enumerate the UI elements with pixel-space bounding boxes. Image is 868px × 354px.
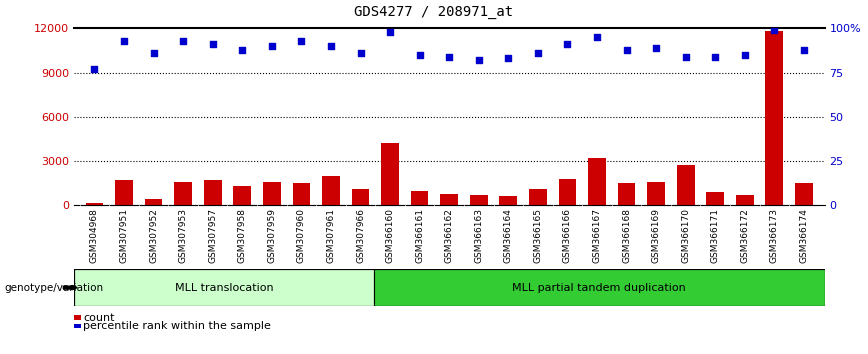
Bar [648, 182, 665, 205]
Text: GSM366169: GSM366169 [652, 208, 661, 263]
Text: GSM307952: GSM307952 [149, 208, 158, 263]
Bar [374, 269, 825, 306]
Text: GSM366161: GSM366161 [415, 208, 424, 263]
Bar [677, 166, 694, 205]
Bar [204, 180, 221, 205]
Text: GSM307953: GSM307953 [179, 208, 187, 263]
Bar [795, 183, 812, 205]
Point [176, 38, 190, 44]
Text: GSM366174: GSM366174 [799, 208, 808, 263]
Point [147, 50, 161, 56]
Point [767, 27, 781, 33]
Text: GSM366165: GSM366165 [533, 208, 542, 263]
Text: GSM307966: GSM307966 [356, 208, 365, 263]
Text: genotype/variation: genotype/variation [4, 282, 103, 293]
Bar [174, 182, 192, 205]
Bar [707, 192, 724, 205]
Bar [470, 195, 488, 205]
Bar [618, 183, 635, 205]
Point [353, 50, 367, 56]
Text: MLL translocation: MLL translocation [174, 282, 273, 293]
Point [117, 38, 131, 44]
Text: MLL partial tandem duplication: MLL partial tandem duplication [512, 282, 687, 293]
Text: GSM307959: GSM307959 [267, 208, 276, 263]
Point [324, 43, 338, 49]
Text: count: count [83, 313, 115, 322]
Text: GSM366166: GSM366166 [563, 208, 572, 263]
Text: GSM366163: GSM366163 [474, 208, 483, 263]
Bar [322, 176, 339, 205]
Point [620, 47, 634, 52]
Point [472, 57, 486, 63]
Text: GSM366172: GSM366172 [740, 208, 749, 263]
Point [797, 47, 811, 52]
Text: GSM366167: GSM366167 [593, 208, 602, 263]
Bar [589, 158, 606, 205]
Point [679, 54, 693, 59]
Bar [145, 199, 162, 205]
Point [561, 41, 575, 47]
Text: GSM366160: GSM366160 [385, 208, 395, 263]
Point [442, 54, 457, 59]
Bar [86, 202, 103, 205]
Point [708, 54, 722, 59]
Text: GSM307961: GSM307961 [326, 208, 335, 263]
Bar [766, 31, 783, 205]
Bar [381, 143, 399, 205]
Bar [293, 183, 310, 205]
Point [235, 47, 249, 52]
Bar [529, 189, 547, 205]
Text: GSM307951: GSM307951 [120, 208, 128, 263]
Point [383, 29, 397, 35]
Text: percentile rank within the sample: percentile rank within the sample [83, 321, 271, 331]
Text: GSM366164: GSM366164 [503, 208, 513, 263]
Text: GSM307960: GSM307960 [297, 208, 306, 263]
Bar [736, 195, 753, 205]
Text: GSM366171: GSM366171 [711, 208, 720, 263]
Text: GSM304968: GSM304968 [90, 208, 99, 263]
Bar [115, 180, 133, 205]
Text: GSM307957: GSM307957 [208, 208, 217, 263]
Point [502, 56, 516, 61]
Point [738, 52, 752, 58]
Text: GSM366170: GSM366170 [681, 208, 690, 263]
Bar [440, 194, 458, 205]
Bar [233, 186, 251, 205]
Text: GSM366173: GSM366173 [770, 208, 779, 263]
Point [649, 45, 663, 51]
Text: GDS4277 / 208971_at: GDS4277 / 208971_at [354, 5, 514, 19]
Point [265, 43, 279, 49]
Text: GSM307958: GSM307958 [238, 208, 247, 263]
Point [590, 34, 604, 40]
Text: GSM366168: GSM366168 [622, 208, 631, 263]
Text: GSM366162: GSM366162 [444, 208, 454, 263]
Point [412, 52, 426, 58]
Bar [352, 189, 370, 205]
Bar [411, 190, 429, 205]
Point [88, 66, 102, 72]
Point [294, 38, 308, 44]
Point [206, 41, 220, 47]
Bar [74, 269, 374, 306]
Point [531, 50, 545, 56]
Bar [559, 179, 576, 205]
Bar [263, 182, 280, 205]
Bar [499, 196, 517, 205]
